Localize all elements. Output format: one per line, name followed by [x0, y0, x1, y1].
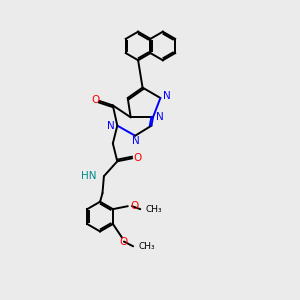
Text: O: O [130, 201, 139, 211]
Text: N: N [156, 112, 164, 122]
Text: HN: HN [81, 171, 97, 181]
Text: N: N [107, 121, 115, 131]
Text: N: N [132, 136, 140, 146]
Text: CH₃: CH₃ [138, 242, 155, 251]
Text: O: O [119, 237, 128, 248]
Text: N: N [163, 91, 171, 100]
Text: CH₃: CH₃ [145, 205, 162, 214]
Text: O: O [91, 95, 99, 105]
Text: O: O [133, 153, 141, 163]
